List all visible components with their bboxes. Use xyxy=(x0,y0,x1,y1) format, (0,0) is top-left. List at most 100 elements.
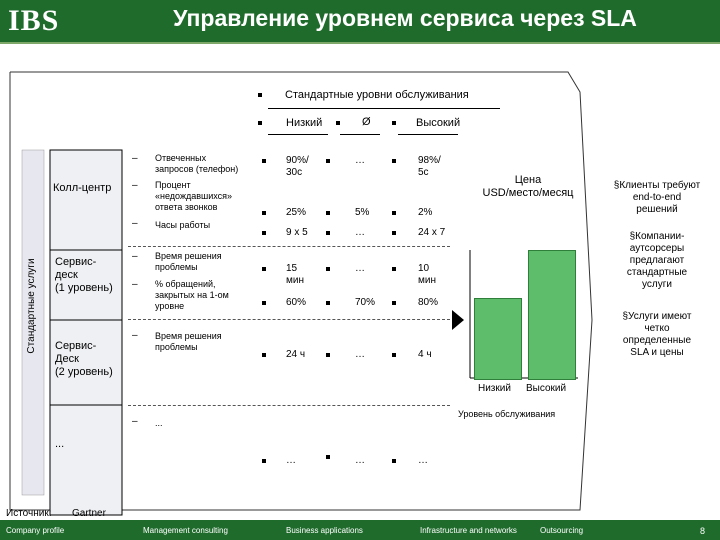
row4-low: 15 мин xyxy=(286,263,304,286)
group-other: ... xyxy=(55,438,65,450)
group-box-callcenter xyxy=(49,149,123,251)
row5-bullet-high xyxy=(392,301,396,305)
row3-high: 24 x 7 xyxy=(418,227,446,238)
note-1: §Клиенты требуют end-to-end решений xyxy=(613,180,701,215)
row4-bullet-high xyxy=(392,267,396,271)
row5-high: 80% xyxy=(418,297,439,308)
page-number: 8 xyxy=(700,526,706,536)
header-divider xyxy=(0,42,720,44)
side-label: Стандартные услуги xyxy=(26,258,37,354)
row6-low: 24 ч xyxy=(286,349,306,360)
group-box-sd1 xyxy=(49,249,123,321)
header-standard-levels: Стандартные уровни обслуживания xyxy=(285,89,469,101)
source-label: Источник: xyxy=(6,508,52,519)
outer-frame xyxy=(9,71,593,511)
row3-bullet-low xyxy=(262,231,266,235)
header-bullet-3 xyxy=(336,121,340,125)
footer-infrastructure[interactable]: Infrastructure and networks xyxy=(420,526,517,535)
dash-5: – xyxy=(132,279,138,290)
metric-hours: Часы работы xyxy=(155,220,211,230)
header-average: Ø xyxy=(362,116,371,128)
header-bullet-2 xyxy=(258,121,262,125)
row2-bullet-low xyxy=(262,211,266,215)
group-servicedesk-2: Сервис- Деск (2 уровень) xyxy=(55,340,113,378)
metric-resolution-1: Время решения проблемы xyxy=(155,251,222,272)
row6-bullet-avg xyxy=(326,353,330,357)
row7-low: … xyxy=(286,455,296,466)
row5-avg: 70% xyxy=(355,297,376,308)
footer-management-consulting[interactable]: Management consulting xyxy=(143,526,228,535)
dash-2: – xyxy=(132,180,138,191)
header-rule xyxy=(268,108,500,109)
chart-x-high: Высокий xyxy=(526,383,567,394)
chart-bar-low xyxy=(474,298,522,380)
row2-bullet-high xyxy=(392,211,396,215)
metric-abandoned: Процент «недождавшихся» ответа звонков xyxy=(155,180,233,212)
footer-outsourcing[interactable]: Outsourcing xyxy=(540,526,584,535)
row4-avg: … xyxy=(355,263,365,274)
group-box-other xyxy=(49,404,123,516)
row3-low: 9 x 5 xyxy=(286,227,308,238)
divider-3 xyxy=(128,405,450,406)
logo-box xyxy=(0,0,100,42)
row2-avg: 5% xyxy=(355,207,370,218)
dash-4: – xyxy=(132,251,138,262)
arrow-marker xyxy=(452,310,464,330)
high-rule xyxy=(398,134,458,135)
chart-title: Цена USD/место/месяц xyxy=(482,174,574,199)
header-low: Низкий xyxy=(286,117,323,129)
company-logo: IBS xyxy=(8,4,60,37)
row3-bullet-avg xyxy=(326,231,330,235)
low-rule xyxy=(268,134,328,135)
metric-other: ... xyxy=(155,418,163,428)
row5-low: 60% xyxy=(286,297,307,308)
footer-business-applications[interactable]: Business applications xyxy=(286,526,363,535)
source-value: Gartner xyxy=(72,508,106,519)
row1-low: 90%/ 30с xyxy=(286,155,309,178)
row5-bullet-avg xyxy=(326,301,330,305)
row7-bullet-low xyxy=(262,459,266,463)
header-bar xyxy=(0,0,720,42)
row7-high: … xyxy=(418,455,428,466)
row3-avg: … xyxy=(355,227,365,238)
metric-answered: Отвеченных запросов (телефон) xyxy=(155,153,239,174)
avg-rule xyxy=(340,134,380,135)
row3-bullet-high xyxy=(392,231,396,235)
header-high: Высокий xyxy=(416,117,461,129)
row6-high: 4 ч xyxy=(418,349,432,360)
row7-bullet-avg xyxy=(326,455,330,459)
group-callcenter: Колл-центр xyxy=(53,182,112,194)
divider-2 xyxy=(128,319,450,320)
footer-company-profile[interactable]: Company profile xyxy=(6,526,65,535)
row1-bullet-high xyxy=(392,159,396,163)
chart-xlabel: Уровень обслуживания xyxy=(458,409,556,419)
row6-avg: … xyxy=(355,349,365,360)
chart-bar-high xyxy=(528,250,576,380)
row1-high: 98%/ 5с xyxy=(418,155,441,178)
metric-resolution-2: Время решения проблемы xyxy=(155,331,222,352)
dash-6: – xyxy=(132,330,138,341)
row4-bullet-avg xyxy=(326,267,330,271)
row1-bullet-avg xyxy=(326,159,330,163)
row2-bullet-avg xyxy=(326,211,330,215)
metric-first-level: % обращений, закрытых на 1-ом уровне xyxy=(155,279,229,311)
group-box-sd2 xyxy=(49,319,123,406)
header-bullet xyxy=(258,93,262,97)
dash-7: – xyxy=(132,416,138,427)
row6-bullet-high xyxy=(392,353,396,357)
row1-avg: … xyxy=(355,155,365,166)
row2-low: 25% xyxy=(286,207,307,218)
row5-bullet-low xyxy=(262,301,266,305)
header-bullet-4 xyxy=(392,121,396,125)
row7-bullet-high xyxy=(392,459,396,463)
group-servicedesk-1: Сервис- деск (1 уровень) xyxy=(55,256,113,294)
footer-bar xyxy=(0,520,720,540)
side-stripe xyxy=(21,149,45,496)
note-2: §Компании- аутсорсеры предлагают стандар… xyxy=(626,231,688,290)
dash-1: – xyxy=(132,153,138,164)
note-3: §Услуги имеют четко определенные SLA и ц… xyxy=(622,311,692,358)
page-title: Управление уровнем сервиса через SLA xyxy=(173,5,637,31)
divider-1 xyxy=(128,246,450,247)
chart-x-low: Низкий xyxy=(478,383,511,394)
